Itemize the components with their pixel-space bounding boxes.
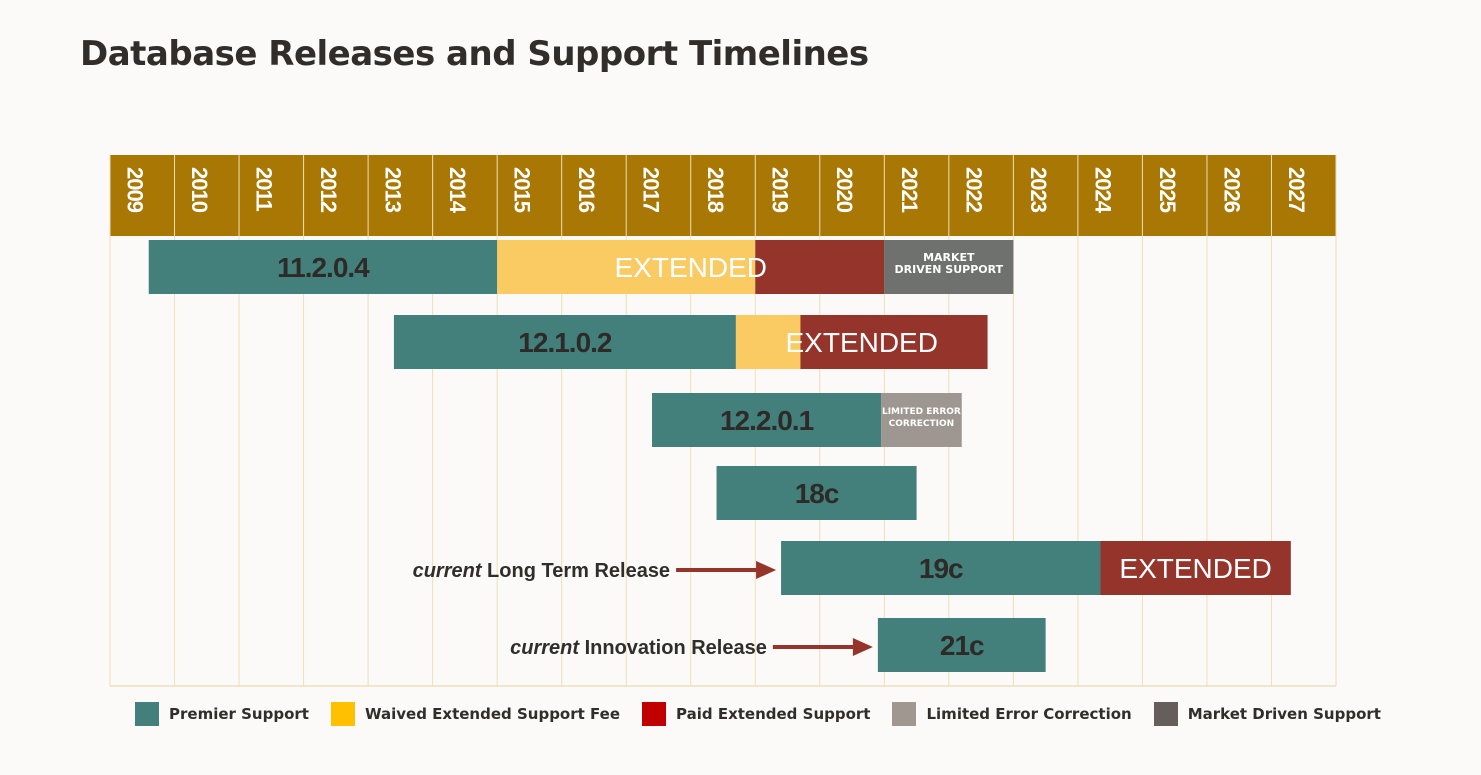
legend-label: Paid Extended Support — [676, 705, 871, 723]
annotation-text: Long Term Release — [481, 560, 670, 582]
release-label: 12.1.0.2 — [518, 327, 612, 358]
x-tick-label: 2011 — [252, 167, 277, 211]
legend-item: Limited Error Correction — [892, 702, 1132, 726]
premier-segment — [877, 618, 1046, 672]
x-tick-label: 2013 — [381, 167, 406, 213]
legend-swatch — [135, 702, 159, 726]
premier-segment — [148, 240, 498, 294]
annotation-italic: current — [413, 560, 483, 582]
premier-segment — [652, 393, 882, 447]
x-tick-label: 2019 — [768, 167, 793, 213]
x-tick-label: 2009 — [122, 167, 147, 213]
release-bar-12.2.0.1 — [652, 393, 962, 447]
release-bar-11.2.0.4 — [148, 240, 1014, 294]
x-tick-label: 2026 — [1219, 167, 1244, 213]
paid-segment — [800, 315, 988, 369]
legend-item: Waived Extended Support Fee — [330, 702, 621, 726]
market-segment — [884, 240, 1014, 294]
legend-swatch — [642, 702, 667, 726]
legend-swatch — [892, 702, 917, 726]
premier-segment — [716, 466, 917, 520]
x-tick-label: 2020 — [832, 167, 857, 213]
legend: Premier Support Waived Extended Support F… — [135, 702, 1403, 726]
extended-label: EXTENDED — [785, 327, 937, 358]
x-tick-label: 2024 — [1090, 167, 1115, 214]
x-tick-label: 2012 — [316, 167, 341, 213]
page-title: Database Releases and Support Timelines — [80, 34, 869, 74]
paid-segment — [755, 240, 885, 294]
segment-label: CORRECTION — [889, 419, 955, 429]
arrow-head-icon — [756, 561, 777, 579]
release-label: 19c — [919, 553, 963, 584]
extended-label: EXTENDED — [615, 252, 767, 283]
annotation-label: current Long Term Release — [413, 560, 670, 582]
legend-label: Market Driven Support — [1187, 705, 1381, 723]
release-label: 18c — [795, 478, 839, 509]
segment-label: DRIVEN SUPPORT — [895, 263, 1004, 276]
release-label: 11.2.0.4 — [277, 252, 370, 283]
x-tick-label: 2022 — [961, 167, 986, 213]
x-tick-label: 2025 — [1155, 167, 1180, 213]
x-tick-label: 2021 — [897, 167, 922, 213]
release-label: 12.2.0.1 — [720, 405, 814, 436]
legend-item: Market Driven Support — [1153, 702, 1381, 726]
x-tick-label: 2010 — [187, 167, 212, 213]
annotation-italic: current — [510, 637, 580, 659]
x-tick-label: 2027 — [1284, 167, 1309, 213]
legend-label: Waived Extended Support Fee — [364, 705, 621, 723]
year-header — [110, 155, 1336, 236]
release-bar-18c — [716, 466, 917, 520]
x-tick-label: 2014 — [445, 167, 470, 214]
extended-label: EXTENDED — [1119, 553, 1271, 584]
x-tick-label: 2023 — [1026, 167, 1051, 213]
legend-swatch — [330, 702, 355, 726]
x-tick-label: 2017 — [639, 167, 664, 213]
release-label: 21c — [940, 630, 984, 661]
paid-segment — [1100, 541, 1291, 595]
premier-segment — [781, 541, 1101, 595]
legend-swatch — [1153, 702, 1178, 726]
release-bar-21c — [877, 618, 1046, 672]
legend-label: Limited Error Correction — [926, 705, 1132, 723]
premier-segment — [393, 315, 736, 369]
annotation-text: Innovation Release — [579, 637, 767, 659]
segment-label: LIMITED ERROR — [882, 407, 961, 417]
limited-segment — [881, 393, 962, 447]
x-tick-label: 2018 — [703, 167, 728, 213]
waived-segment — [497, 240, 756, 294]
legend-label: Premier Support — [169, 705, 309, 723]
legend-item: Paid Extended Support — [642, 702, 870, 726]
legend-item: Premier Support — [135, 702, 309, 726]
segment-label: MARKET — [923, 251, 975, 264]
release-bar-19c — [781, 541, 1291, 595]
arrow-head-icon — [852, 638, 873, 656]
x-tick-label: 2015 — [510, 167, 535, 213]
waived-segment — [735, 315, 801, 369]
release-bar-12.1.0.2 — [393, 315, 988, 369]
x-tick-label: 2016 — [574, 167, 599, 213]
annotation-label: current Innovation Release — [510, 637, 767, 659]
